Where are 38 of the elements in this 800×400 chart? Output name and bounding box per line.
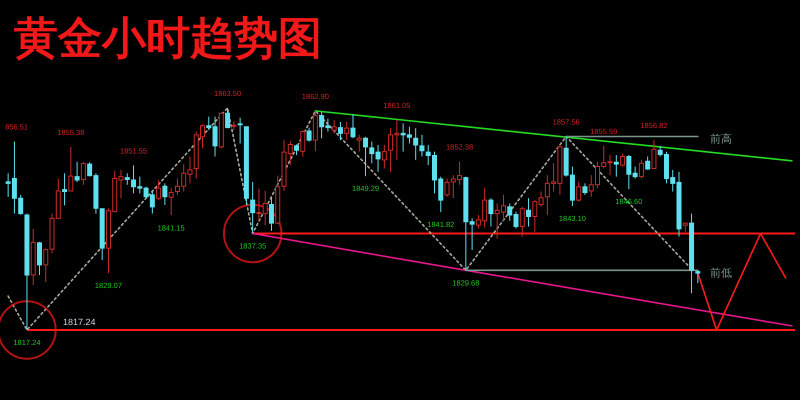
candlestick [526, 198, 532, 228]
candlestick [645, 156, 650, 170]
candlestick [614, 154, 619, 178]
ref-line-label: 1817.24 [62, 317, 96, 327]
candlestick [300, 130, 306, 157]
candlestick [332, 119, 337, 134]
candlestick [488, 198, 494, 228]
candlestick [238, 117, 243, 144]
candlestick [162, 182, 168, 206]
chart-title: 黄金小时趋势图 [14, 13, 322, 64]
candlestick [68, 146, 74, 192]
candlestick [225, 108, 230, 129]
candlestick [74, 161, 80, 182]
candlestick [576, 181, 582, 202]
candlestick [250, 181, 256, 234]
candlestick [620, 153, 626, 168]
candlestick [306, 127, 312, 142]
candlestick [62, 172, 68, 206]
candlestick [651, 140, 656, 169]
candlestick [382, 144, 387, 169]
candlestick [268, 198, 274, 232]
series-label: 前低 [710, 266, 732, 280]
candlestick [36, 241, 42, 276]
candlestick [419, 134, 424, 157]
candlestick [695, 270, 700, 284]
candlestick [156, 179, 162, 201]
candlestick [80, 162, 86, 186]
series-label: 前高 [710, 132, 732, 146]
candlestick [356, 134, 362, 152]
candlestick [520, 206, 525, 238]
candlestick [344, 121, 350, 141]
candlestick [168, 188, 174, 216]
candlestick [294, 144, 300, 156]
candlestick [338, 121, 343, 141]
candlestick [582, 182, 588, 196]
candlestick [363, 136, 368, 177]
candlestick [638, 159, 644, 180]
candlestick [350, 114, 356, 139]
